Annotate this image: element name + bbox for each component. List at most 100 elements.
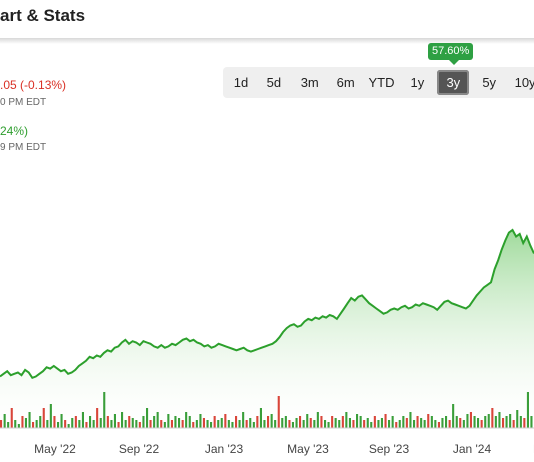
volume-bar: [242, 412, 245, 428]
volume-bar: [352, 420, 355, 428]
volume-bar: [437, 422, 440, 428]
volume-bar: [459, 418, 462, 428]
volume-bar: [24, 418, 27, 428]
volume-bar: [331, 416, 334, 428]
range-button-1y[interactable]: 1y: [410, 75, 425, 90]
volume-bar: [21, 416, 24, 428]
volume-bar: [178, 418, 181, 428]
volume-bar: [0, 420, 3, 428]
volume-bar: [380, 418, 383, 428]
volume-bar: [263, 420, 266, 428]
x-tick-label: Jan '24: [453, 442, 492, 456]
range-button-1d[interactable]: 1d: [233, 75, 249, 90]
volume-bar: [505, 416, 508, 428]
volume-bar: [320, 416, 323, 428]
volume-bar: [3, 414, 6, 428]
volume-bar: [338, 420, 341, 428]
volume-bar: [327, 422, 330, 428]
header-divider: [0, 38, 534, 44]
volume-bar: [377, 420, 380, 428]
badge-pointer: [449, 60, 459, 65]
volume-bar: [405, 418, 408, 428]
volume-bar: [49, 404, 52, 428]
range-button-ytd[interactable]: YTD: [368, 75, 395, 90]
volume-bar: [373, 416, 376, 428]
volume-bar: [89, 416, 92, 428]
price-change-time: 0 PM EDT: [0, 97, 47, 108]
volume-bar: [402, 416, 405, 428]
volume-bar: [17, 424, 20, 428]
volume-bar: [39, 416, 42, 428]
volume-bar: [395, 422, 398, 428]
volume-bar: [14, 420, 17, 428]
volume-bar: [466, 414, 469, 428]
volume-bar: [224, 414, 227, 428]
volume-bar: [74, 416, 77, 428]
volume-bar: [409, 412, 412, 428]
volume-bar: [452, 404, 455, 428]
volume-bar: [448, 420, 451, 428]
range-button-5d[interactable]: 5d: [266, 75, 282, 90]
volume-bar: [67, 424, 70, 428]
volume-bar: [416, 416, 419, 428]
volume-bar: [430, 416, 433, 428]
volume-bar: [7, 422, 10, 428]
volume-bar: [252, 422, 255, 428]
volume-bar: [249, 418, 252, 428]
volume-bar: [491, 408, 494, 428]
volume-bar: [170, 420, 173, 428]
volume-bar: [192, 422, 195, 428]
range-button-10y[interactable]: 10y: [514, 75, 534, 90]
volume-bar: [103, 392, 106, 428]
volume-bar: [299, 416, 302, 428]
volume-bar: [313, 420, 316, 428]
volume-bar: [423, 420, 426, 428]
volume-bar: [420, 418, 423, 428]
volume-bar: [110, 420, 113, 428]
volume-bar: [334, 418, 337, 428]
volume-bar: [163, 422, 166, 428]
range-button-5y[interactable]: 5y: [482, 75, 497, 90]
volume-bar: [441, 418, 444, 428]
volume-bar: [138, 422, 141, 428]
volume-bar: [60, 414, 63, 428]
volume-bar: [227, 420, 230, 428]
volume-bar: [174, 416, 177, 428]
x-tick-label: Jan '23: [205, 442, 244, 456]
volume-bar: [121, 412, 124, 428]
volume-bar: [391, 416, 394, 428]
page-title: art & Stats: [0, 6, 86, 25]
range-button-3m[interactable]: 3m: [300, 75, 319, 90]
volume-bar: [281, 418, 284, 428]
volume-bar: [309, 418, 312, 428]
volume-bar: [469, 412, 472, 428]
volume-bar: [302, 420, 305, 428]
volume-bar: [217, 420, 220, 428]
volume-bar: [206, 420, 209, 428]
volume-bar: [455, 416, 458, 428]
volume-bar: [117, 422, 120, 428]
x-tick-label: May '22: [34, 442, 76, 456]
volume-bar: [413, 420, 416, 428]
volume-bar: [238, 420, 241, 428]
volume-bar: [167, 414, 170, 428]
volume-bar: [210, 422, 213, 428]
volume-bar: [487, 414, 490, 428]
volume-bar: [502, 418, 505, 428]
volume-bar: [484, 416, 487, 428]
range-button-6m[interactable]: 6m: [336, 75, 355, 90]
volume-bar: [96, 408, 99, 428]
volume-bar: [35, 420, 38, 428]
after-hours-time: 9 PM EDT: [0, 142, 47, 153]
volume-bar: [124, 420, 127, 428]
volume-bar: [149, 420, 152, 428]
volume-bar: [523, 418, 526, 428]
range-return-badge: 57.60%: [428, 43, 474, 60]
volume-bar: [85, 422, 88, 428]
range-button-3y[interactable]: 3y: [437, 70, 470, 95]
volume-bar: [135, 420, 138, 428]
volume-bar: [291, 422, 294, 428]
volume-bar: [530, 416, 533, 428]
volume-bar: [46, 420, 49, 428]
